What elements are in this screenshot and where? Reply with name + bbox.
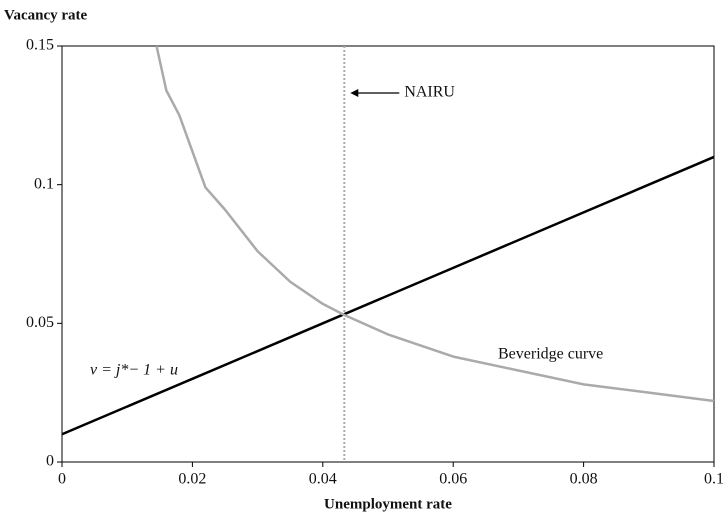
- series-line: [155, 45, 715, 403]
- plot-frame: [61, 45, 715, 463]
- x-tick-label: 0.1: [704, 471, 724, 488]
- series-label: v = j*− 1 + u: [90, 362, 178, 379]
- y-tick-label: 0.1: [34, 175, 54, 192]
- y-axis-title: Vacancy rate: [4, 7, 88, 23]
- series-line: [61, 155, 715, 436]
- y-tick-label: 0: [46, 453, 54, 470]
- y-tick-label: 0.05: [26, 314, 54, 331]
- x-axis-title: Unemployment rate: [324, 496, 452, 512]
- x-tick-label: 0.08: [570, 471, 598, 488]
- nairu-label: NAIRU: [404, 84, 455, 101]
- x-tick-label: 0.06: [439, 471, 467, 488]
- series-label: Beveridge curve: [498, 346, 603, 363]
- x-tick-label: 0: [58, 471, 66, 488]
- x-tick-label: 0.04: [309, 471, 337, 488]
- x-tick-label: 0.02: [178, 471, 206, 488]
- y-tick-label: 0.15: [26, 37, 54, 54]
- nairu-arrowhead: [350, 89, 359, 97]
